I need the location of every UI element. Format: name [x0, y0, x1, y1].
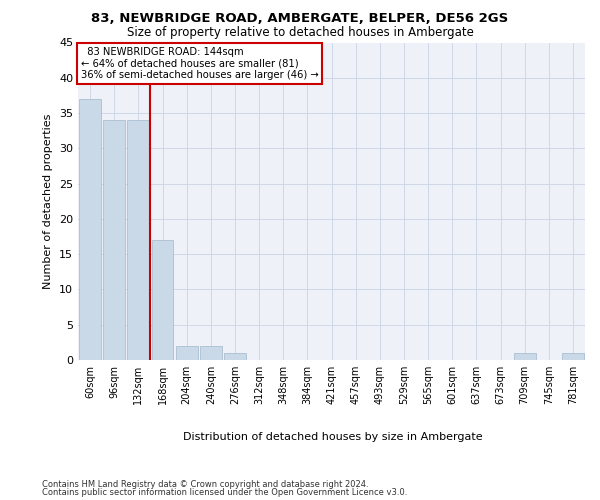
Y-axis label: Number of detached properties: Number of detached properties [43, 114, 53, 289]
Text: Distribution of detached houses by size in Ambergate: Distribution of detached houses by size … [183, 432, 483, 442]
Bar [562, 353, 584, 360]
Bar [514, 353, 536, 360]
Bar [127, 120, 149, 360]
Bar [176, 346, 197, 360]
Bar [224, 353, 246, 360]
Text: 83 NEWBRIDGE ROAD: 144sqm
← 64% of detached houses are smaller (81)
36% of semi-: 83 NEWBRIDGE ROAD: 144sqm ← 64% of detac… [80, 48, 318, 80]
Text: Contains HM Land Registry data © Crown copyright and database right 2024.: Contains HM Land Registry data © Crown c… [42, 480, 368, 489]
Text: Size of property relative to detached houses in Ambergate: Size of property relative to detached ho… [127, 26, 473, 39]
Bar [200, 346, 221, 360]
Bar [79, 99, 101, 360]
Text: 83, NEWBRIDGE ROAD, AMBERGATE, BELPER, DE56 2GS: 83, NEWBRIDGE ROAD, AMBERGATE, BELPER, D… [91, 12, 509, 24]
Text: Contains public sector information licensed under the Open Government Licence v3: Contains public sector information licen… [42, 488, 407, 497]
Bar [103, 120, 125, 360]
Bar [152, 240, 173, 360]
